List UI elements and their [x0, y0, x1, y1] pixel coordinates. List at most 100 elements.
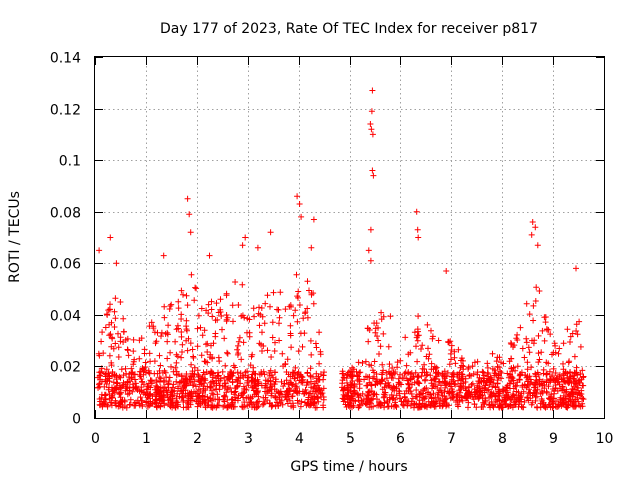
data-point	[408, 391, 415, 397]
data-point	[397, 357, 404, 364]
data-point	[96, 381, 102, 388]
data-point	[179, 341, 186, 348]
data-point	[343, 372, 350, 379]
data-point	[239, 312, 246, 319]
data-point	[549, 351, 555, 358]
data-point	[130, 348, 137, 355]
data-point	[571, 398, 578, 405]
grid-lines	[95, 57, 604, 418]
data-point	[205, 301, 212, 308]
data-point	[199, 332, 206, 339]
data-point	[449, 386, 455, 393]
data-point	[168, 399, 174, 406]
data-point	[573, 389, 580, 396]
data-point	[471, 391, 478, 398]
data-point	[174, 401, 181, 408]
data-point	[298, 398, 305, 405]
data-point	[411, 401, 418, 408]
data-point	[157, 388, 164, 395]
data-point	[357, 369, 364, 376]
data-point	[474, 371, 481, 378]
data-point	[197, 377, 204, 384]
data-point	[344, 379, 350, 386]
data-point	[277, 289, 284, 296]
data-point	[147, 377, 154, 384]
data-point	[212, 333, 219, 340]
data-point	[304, 278, 311, 285]
data-point	[157, 375, 164, 382]
data-point	[215, 309, 222, 316]
data-point	[215, 372, 222, 379]
data-point	[316, 329, 323, 336]
data-point	[525, 344, 532, 351]
data-point	[387, 313, 394, 320]
data-point	[297, 330, 304, 337]
data-point	[458, 375, 465, 382]
data-point	[578, 387, 585, 394]
data-point	[399, 401, 406, 408]
data-point	[452, 360, 459, 367]
data-point	[365, 395, 372, 402]
data-point	[428, 395, 435, 402]
data-point	[370, 172, 377, 179]
data-point	[533, 393, 540, 400]
data-point	[403, 362, 410, 369]
data-point	[129, 369, 136, 376]
data-point	[529, 219, 536, 225]
data-point	[216, 396, 223, 403]
data-point	[98, 338, 105, 345]
data-point	[185, 400, 191, 407]
data-point	[389, 395, 396, 402]
data-point	[284, 356, 291, 363]
data-point	[535, 332, 542, 339]
data-point	[279, 350, 286, 357]
data-point	[554, 375, 561, 382]
data-point	[186, 211, 193, 218]
data-point	[268, 392, 275, 399]
data-point	[184, 195, 191, 202]
data-point	[284, 387, 291, 394]
data-point	[407, 376, 414, 383]
data-point	[178, 394, 185, 401]
data-point	[457, 364, 464, 371]
plot-frame	[94, 56, 605, 419]
data-point	[184, 302, 191, 309]
data-point	[150, 325, 157, 332]
data-point	[139, 378, 145, 385]
data-point	[178, 354, 185, 361]
data-point	[580, 382, 587, 389]
data-point	[317, 391, 324, 398]
data-point	[539, 327, 546, 334]
data-point	[125, 352, 132, 359]
data-point	[207, 395, 214, 401]
data-point	[213, 300, 220, 307]
data-point	[245, 374, 252, 381]
data-point	[121, 328, 127, 335]
data-point	[197, 394, 204, 401]
data-point	[421, 395, 428, 402]
data-point	[355, 359, 362, 366]
data-point	[115, 354, 122, 360]
data-point	[411, 400, 418, 407]
data-point	[292, 380, 299, 387]
data-point	[362, 400, 369, 407]
data-point	[428, 360, 435, 367]
data-point	[415, 374, 422, 381]
data-point	[489, 383, 496, 390]
data-point	[124, 378, 131, 385]
data-point	[435, 337, 442, 344]
data-point	[538, 349, 545, 356]
data-point	[269, 319, 276, 326]
data-point	[262, 377, 269, 384]
data-point	[374, 333, 380, 340]
data-point	[236, 334, 243, 341]
data-point	[317, 348, 324, 355]
data-point	[536, 356, 543, 363]
data-point	[107, 234, 114, 241]
data-point	[408, 375, 415, 382]
data-point	[95, 350, 102, 357]
data-point	[533, 404, 540, 410]
data-point	[502, 402, 509, 408]
data-point	[580, 396, 587, 403]
